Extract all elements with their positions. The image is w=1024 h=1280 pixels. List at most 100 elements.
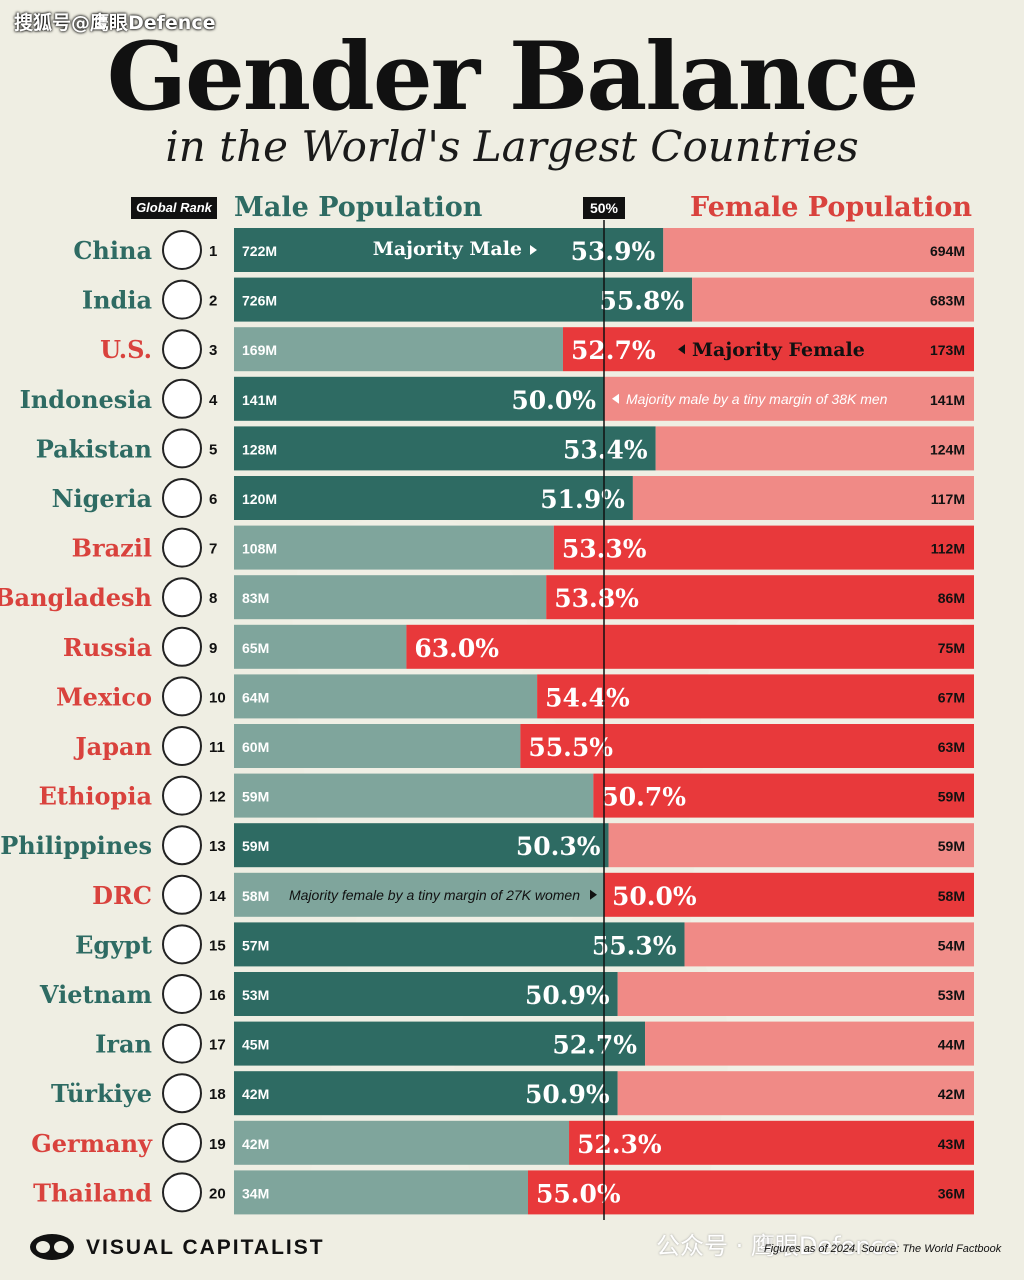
- male-value: 83M: [242, 590, 269, 606]
- country-label: Indonesia: [20, 385, 152, 414]
- majority-male-note: Majority Male: [373, 238, 522, 260]
- male-value: 45M: [242, 1037, 269, 1053]
- female-value: 63M: [938, 739, 965, 755]
- rank-number: 16: [209, 987, 226, 1004]
- male-bar: [234, 624, 407, 669]
- female-bar: [593, 773, 974, 818]
- male-value: 42M: [242, 1086, 269, 1102]
- female-value: 58M: [938, 888, 965, 904]
- percentage-label: 50.0%: [612, 882, 697, 911]
- rank-number: 6: [209, 491, 217, 508]
- iran-flag: [162, 1023, 202, 1064]
- male-value: 141M: [242, 392, 277, 408]
- male-value: 108M: [242, 541, 277, 557]
- female-value: 112M: [931, 541, 965, 557]
- female-bar: [406, 624, 974, 669]
- us-flag: [162, 329, 202, 370]
- male-value: 53M: [242, 987, 269, 1003]
- drc-note: Majority female by a tiny margin of 27K …: [289, 887, 580, 903]
- majority-female-note: Majority Female: [692, 339, 865, 361]
- china-flag: [162, 230, 202, 270]
- female-bar: [655, 426, 974, 471]
- male-value: 65M: [242, 640, 269, 656]
- country-label: U.S.: [100, 335, 152, 364]
- percentage-label: 53.4%: [563, 435, 648, 464]
- rank-number: 14: [209, 888, 226, 905]
- rank-number: 11: [209, 739, 225, 756]
- thailand-flag: [162, 1172, 202, 1213]
- egypt-flag: [162, 924, 202, 965]
- male-value: 722M: [242, 243, 277, 259]
- percentage-label: 55.0%: [536, 1179, 621, 1208]
- country-label: Russia: [63, 633, 152, 662]
- country-label: Mexico: [56, 682, 152, 711]
- chart-subtitle: in the World's Largest Countries: [165, 122, 859, 171]
- female-value: 694M: [930, 243, 965, 259]
- female-value: 86M: [938, 590, 965, 606]
- female-value: 36M: [938, 1185, 965, 1201]
- male-value: 57M: [242, 937, 269, 953]
- rank-number: 5: [209, 441, 217, 458]
- male-value: 59M: [242, 838, 269, 854]
- percentage-label: 51.9%: [540, 485, 625, 514]
- turkiye-flag: [162, 1073, 202, 1114]
- country-label: China: [73, 236, 152, 265]
- female-bar: [608, 823, 974, 868]
- rank-number: 18: [209, 1086, 226, 1103]
- watermark-top: 搜狐号@鹰眼Defence: [14, 12, 216, 34]
- country-label: Brazil: [72, 534, 152, 563]
- germany-flag: [162, 1122, 202, 1163]
- female-value: 42M: [938, 1086, 965, 1102]
- female-bar: [528, 1170, 974, 1215]
- rank-number: 1: [209, 243, 217, 260]
- percentage-label: 53.9%: [571, 237, 656, 266]
- female-bar: [617, 972, 974, 1016]
- female-value: 141M: [930, 392, 965, 408]
- male-value: 34M: [242, 1185, 269, 1201]
- country-label: Türkiye: [51, 1079, 152, 1108]
- male-bar: [234, 674, 538, 719]
- rank-number: 13: [209, 838, 226, 855]
- male-value: 726M: [242, 293, 277, 309]
- arrow-right-icon: [530, 245, 537, 255]
- rank-number: 9: [209, 640, 217, 657]
- female-value: 124M: [930, 441, 965, 457]
- rank-number: 10: [209, 689, 226, 706]
- male-bar: [234, 277, 693, 322]
- male-bar: [234, 1071, 618, 1116]
- female-value: 67M: [938, 689, 965, 705]
- japan-flag: [162, 726, 202, 766]
- female-population-header: Female Population: [690, 192, 972, 223]
- female-bar: [604, 872, 974, 917]
- percentage-label: 63.0%: [414, 634, 499, 663]
- female-value: 59M: [938, 838, 965, 854]
- female-value: 117M: [931, 491, 965, 507]
- country-label: Japan: [73, 732, 152, 761]
- male-bar: [234, 426, 656, 471]
- vietnam-flag: [162, 974, 202, 1014]
- female-bar: [684, 922, 974, 967]
- male-value: 58M: [242, 888, 269, 904]
- mexico-flag: [162, 676, 202, 717]
- nigeria-flag: [162, 478, 202, 518]
- country-label: Ethiopia: [39, 782, 152, 811]
- percentage-label: 52.7%: [571, 336, 656, 365]
- country-label: Nigeria: [52, 484, 152, 513]
- female-value: 44M: [938, 1037, 965, 1053]
- female-bar: [537, 674, 974, 719]
- male-bar: [234, 1021, 646, 1066]
- chart-title: Gender Balance: [106, 22, 920, 132]
- country-label: Bangladesh: [0, 583, 152, 612]
- female-bar: [553, 525, 974, 570]
- drc-flag: [162, 874, 202, 915]
- country-label: Pakistan: [36, 434, 152, 463]
- country-label: Vietnam: [39, 980, 152, 1009]
- female-value: 53M: [938, 987, 965, 1003]
- female-bar: [663, 228, 974, 272]
- percentage-label: 50.9%: [525, 1080, 610, 1109]
- indonesia-flag: [162, 378, 202, 419]
- visual-capitalist-logo-icon: [30, 1234, 74, 1260]
- footer-watermark: 公众号 · 鹰眼Defence: [656, 1232, 899, 1260]
- fifty-percent-badge: 50%: [583, 197, 625, 219]
